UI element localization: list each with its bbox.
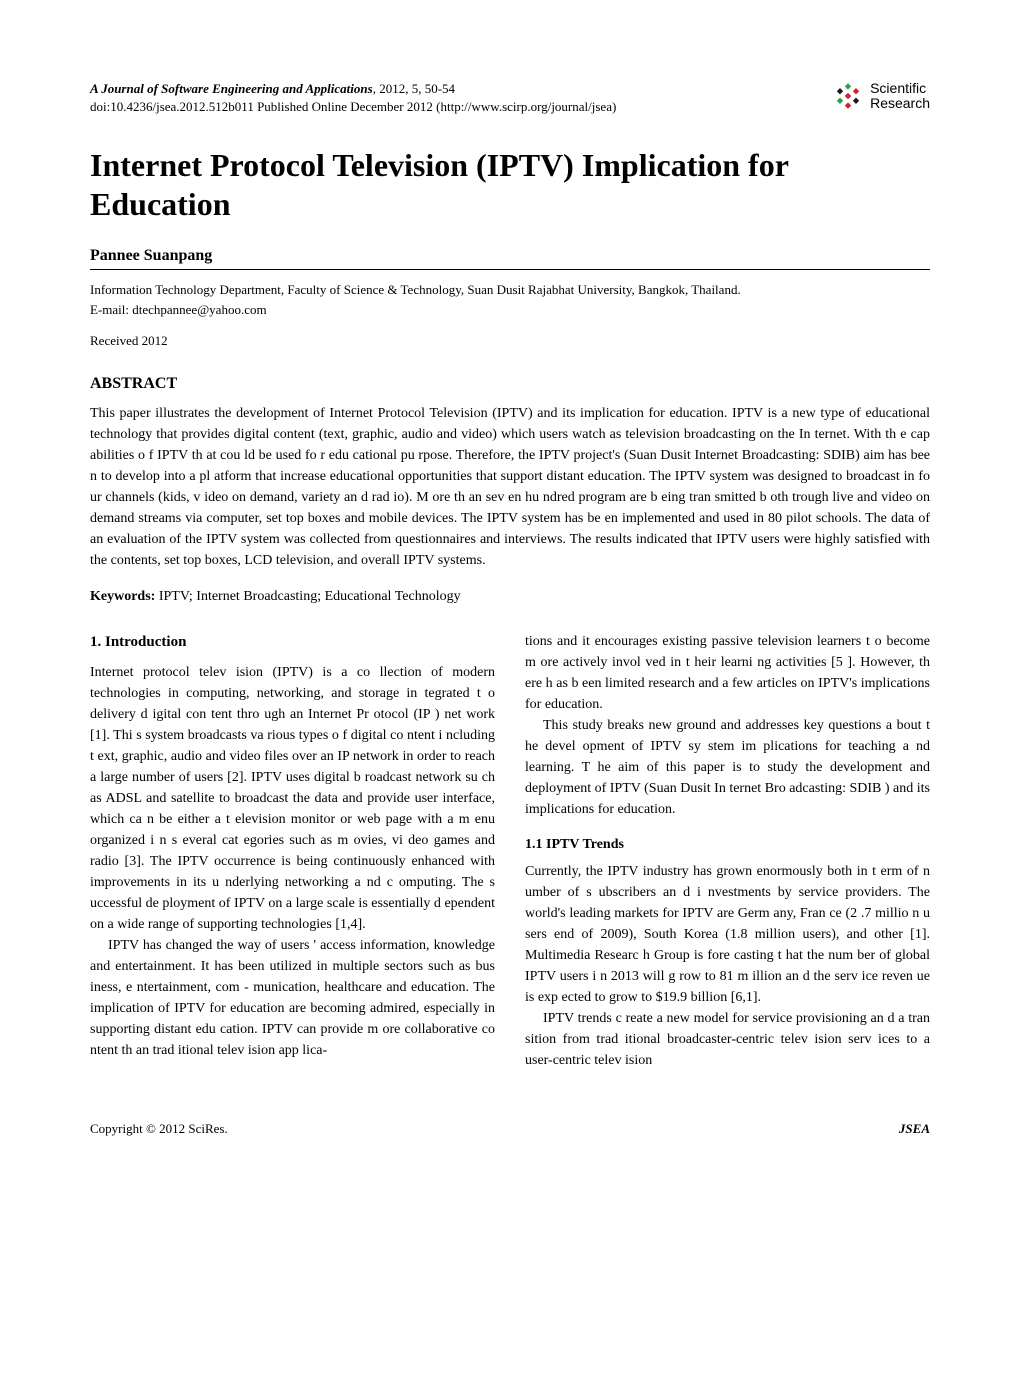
col2-paragraph-2: This study breaks new ground and address… [525, 715, 930, 820]
keywords: Keywords: IPTV; Internet Broadcasting; E… [90, 589, 930, 605]
author-rule [90, 269, 930, 270]
subsection-trends-heading: 1.1 IPTV Trends [525, 834, 930, 855]
affiliation: Information Technology Department, Facul… [90, 280, 930, 319]
publisher-logo: Scientific Research [832, 80, 930, 112]
logo-text: Scientific Research [870, 81, 930, 112]
abstract-text: This paper illustrates the development o… [90, 403, 930, 571]
two-column-body: 1. Introduction Internet protocol telev … [90, 631, 930, 1071]
page-footer: Copyright © 2012 SciRes. JSEA [90, 1121, 930, 1137]
logo-text-bottom: Research [870, 96, 930, 111]
header-row: A Journal of Software Engineering and Ap… [90, 80, 930, 116]
col2-paragraph-1: tions and it encourages existing passive… [525, 631, 930, 715]
received-date: Received 2012 [90, 333, 930, 349]
paper-title: Internet Protocol Television (IPTV) Impl… [90, 146, 930, 223]
trends-paragraph-2: IPTV trends c reate a new model for serv… [525, 1008, 930, 1071]
journal-info: A Journal of Software Engineering and Ap… [90, 80, 616, 116]
keywords-label: Keywords: [90, 589, 155, 604]
trends-paragraph-1: Currently, the IPTV industry has grown e… [525, 861, 930, 1008]
right-column: tions and it encourages existing passive… [525, 631, 930, 1071]
left-column: 1. Introduction Internet protocol telev … [90, 631, 495, 1071]
keywords-text: IPTV; Internet Broadcasting; Educational… [155, 589, 460, 604]
section-intro-heading: 1. Introduction [90, 631, 495, 654]
doi-line: doi:10.4236/jsea.2012.512b011 Published … [90, 98, 616, 116]
intro-paragraph-2: IPTV has changed the way of users ' acce… [90, 935, 495, 1061]
author-name: Pannee Suanpang [90, 247, 930, 265]
affiliation-text: Information Technology Department, Facul… [90, 282, 741, 297]
intro-paragraph-1: Internet protocol telev ision (IPTV) is … [90, 662, 495, 935]
abstract-heading: ABSTRACT [90, 375, 930, 393]
logo-text-top: Scientific [870, 81, 930, 96]
journal-issue: , 2012, 5, 50-54 [373, 81, 455, 96]
author-email: E-mail: dtechpannee@yahoo.com [90, 302, 267, 317]
footer-copyright: Copyright © 2012 SciRes. [90, 1121, 228, 1137]
scirp-logo-icon [832, 80, 864, 112]
journal-title: A Journal of Software Engineering and Ap… [90, 81, 373, 96]
journal-line-1: A Journal of Software Engineering and Ap… [90, 80, 616, 98]
footer-journal-abbrev: JSEA [899, 1121, 930, 1137]
